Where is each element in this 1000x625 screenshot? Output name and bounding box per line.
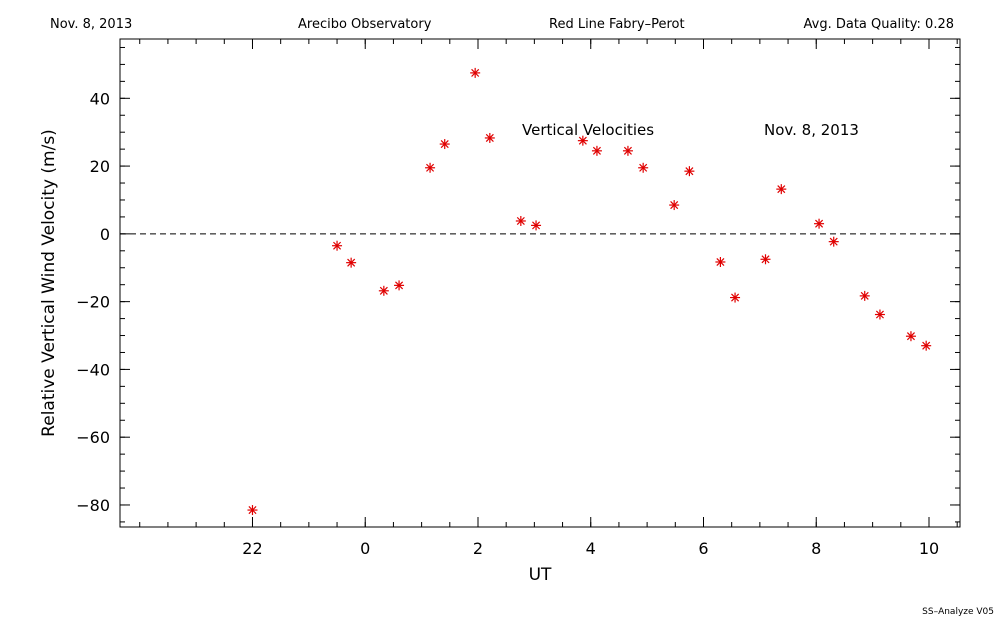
data-point: [905, 331, 916, 342]
data-point: [591, 145, 602, 156]
data-point: [515, 215, 526, 226]
axis-ticks: [120, 39, 960, 527]
data-point: [874, 309, 885, 320]
software-version: SS–Analyze V05: [922, 607, 994, 617]
y-tick-label: −80: [76, 496, 110, 515]
plot-frame: [119, 38, 961, 528]
x-tick-label: 22: [242, 539, 262, 558]
data-point: [439, 139, 450, 150]
x-tick-label: 4: [586, 539, 596, 558]
data-point: [921, 340, 932, 351]
data-point: [622, 145, 633, 156]
y-tick-label: −40: [76, 360, 110, 379]
data-point: [814, 218, 825, 229]
x-tick-label: 8: [811, 539, 821, 558]
data-point: [484, 132, 495, 143]
chart-title: Vertical Velocities: [522, 121, 654, 139]
data-point: [247, 505, 258, 516]
y-tick-labels: −80 −60 −40 −20 0 20 40: [76, 89, 110, 515]
header-date: Nov. 8, 2013: [50, 17, 133, 32]
header-instrument: Red Line Fabry–Perot: [549, 17, 685, 32]
data-point: [577, 135, 588, 146]
data-point: [684, 166, 695, 177]
data-point: [859, 290, 870, 301]
y-tick-label: 20: [90, 157, 110, 176]
data-point: [638, 162, 649, 173]
y-tick-label: −60: [76, 428, 110, 447]
x-tick-label: 10: [919, 539, 939, 558]
data-point: [394, 280, 405, 291]
data-point: [776, 184, 787, 195]
y-tick-label: 40: [90, 89, 110, 108]
data-points: [247, 67, 932, 516]
y-tick-label: −20: [76, 293, 110, 312]
chart-annotation-date: Nov. 8, 2013: [764, 121, 859, 139]
header-observatory: Arecibo Observatory: [298, 17, 432, 32]
data-point: [669, 200, 680, 211]
x-axis-label: UT: [529, 565, 552, 585]
data-point: [332, 240, 343, 251]
x-tick-label: 2: [473, 539, 483, 558]
x-tick-label: 0: [360, 539, 370, 558]
data-point: [378, 285, 389, 296]
data-point: [531, 220, 542, 231]
data-point: [425, 162, 436, 173]
y-tick-label: 0: [100, 225, 110, 244]
header-data-quality: Avg. Data Quality: 0.28: [803, 17, 954, 32]
data-point: [730, 292, 741, 303]
data-point: [828, 236, 839, 247]
x-tick-labels: 22 0 2 4 6 8 10: [242, 539, 939, 558]
data-point: [760, 254, 771, 265]
y-axis-label: Relative Vertical Wind Velocity (m/s): [39, 129, 59, 437]
data-point: [346, 257, 357, 268]
data-point: [470, 67, 481, 78]
x-tick-label: 6: [698, 539, 708, 558]
data-point: [715, 256, 726, 267]
